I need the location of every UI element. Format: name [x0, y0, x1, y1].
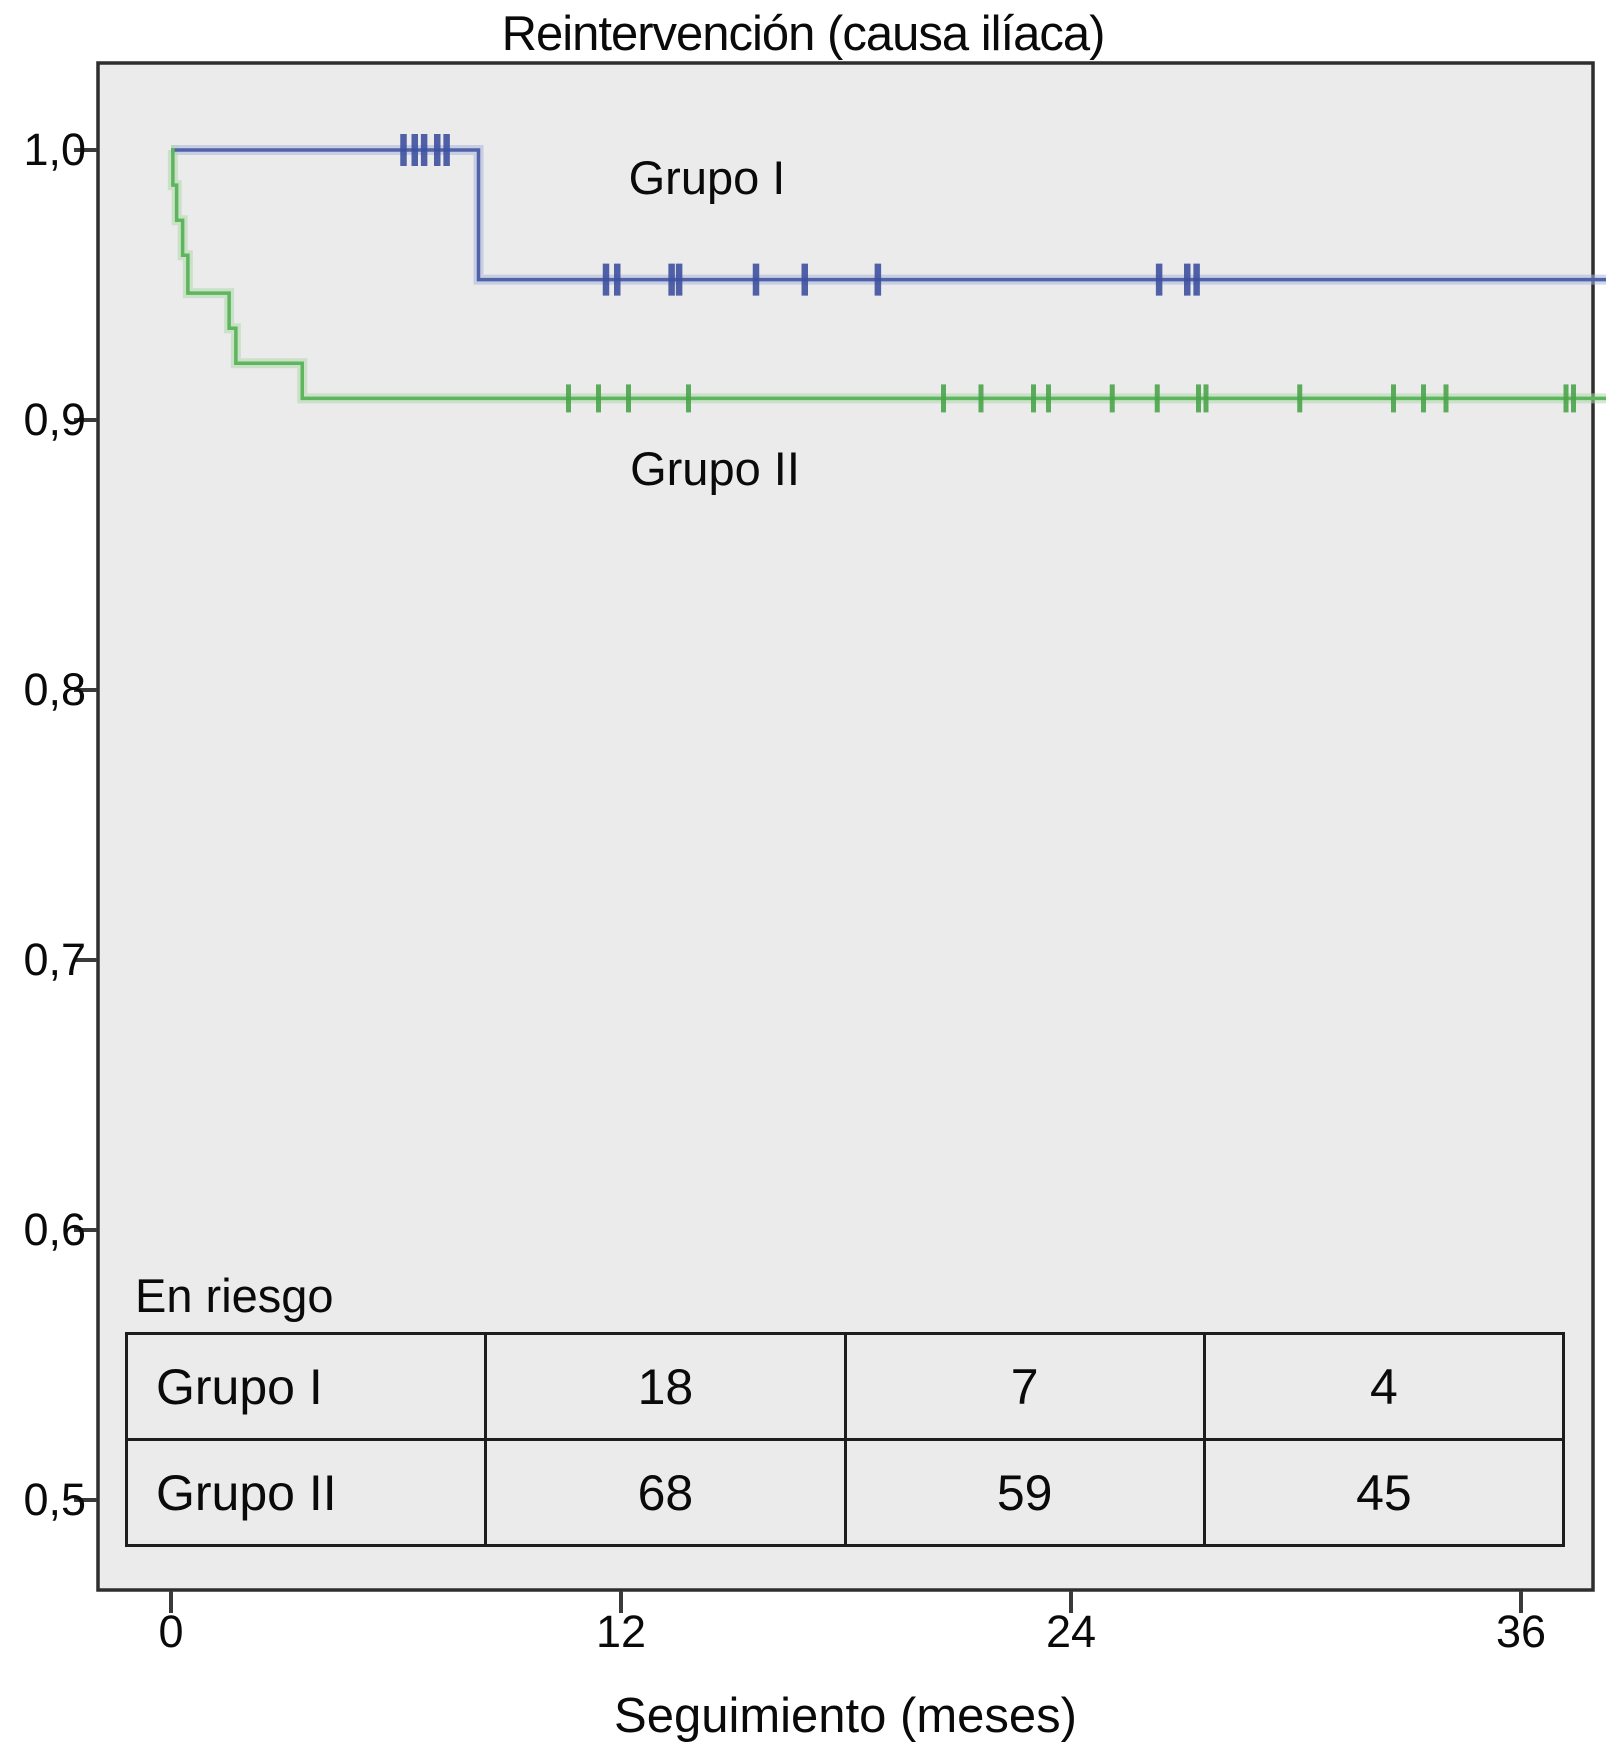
risk-value: 4	[1202, 1332, 1566, 1441]
risk-table: Grupo I 18 7 4 Grupo II 68 59 45	[124, 1332, 1566, 1547]
curve-label-grupo-1: Grupo I	[628, 151, 786, 204]
y-tick-label: 0,7	[23, 934, 86, 985]
risk-row-label: Grupo II	[124, 1438, 488, 1547]
y-tick-label: 1,0	[23, 124, 86, 175]
chart-title: Reintervención (causa ilíaca)	[501, 7, 1106, 61]
y-tick-label: 0,5	[23, 1474, 86, 1525]
y-tick-label: 0,9	[23, 394, 86, 445]
risk-table-caption: En riesgo	[135, 1269, 334, 1322]
y-tick-label: 0,8	[23, 664, 86, 715]
y-tick-label: 0,6	[23, 1204, 86, 1255]
risk-table-row-grupo-1: Grupo I 18 7 4	[124, 1332, 1566, 1441]
x-tick-label: 36	[1495, 1606, 1547, 1657]
x-tick-label: 24	[1045, 1606, 1097, 1657]
risk-value: 18	[484, 1332, 847, 1441]
curve-label-grupo-2: Grupo II	[630, 442, 800, 495]
survival-curve-grupo-1	[171, 148, 1606, 282]
survival-curve-grupo-2	[171, 148, 1606, 401]
risk-value: 7	[843, 1332, 1206, 1441]
x-tick-label: 0	[158, 1606, 184, 1657]
risk-table-row-grupo-2: Grupo II 68 59 45	[124, 1438, 1566, 1547]
risk-row-label: Grupo I	[124, 1332, 488, 1441]
risk-value: 45	[1202, 1438, 1566, 1547]
risk-value: 68	[484, 1438, 847, 1547]
risk-value: 59	[843, 1438, 1206, 1547]
x-axis-title: Seguimiento (meses)	[614, 1689, 1077, 1743]
x-tick-label: 12	[595, 1606, 647, 1657]
